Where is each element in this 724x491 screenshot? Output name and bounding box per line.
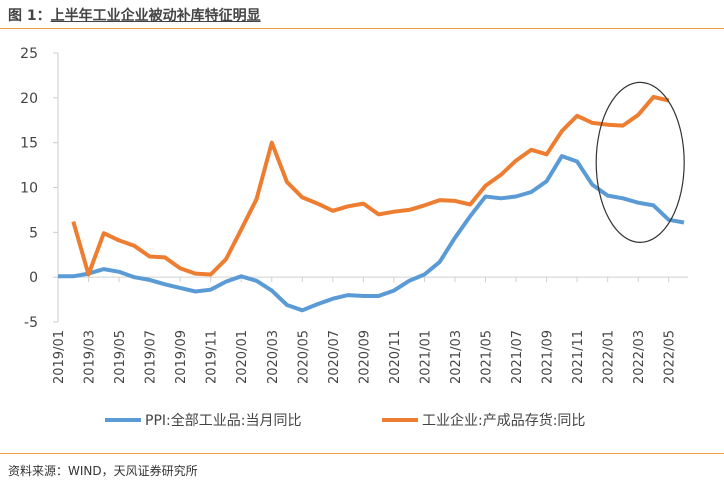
y-tick-label: 15 bbox=[20, 136, 38, 152]
legend-label: PPI:全部工业品:当月同比 bbox=[145, 412, 301, 429]
title-divider bbox=[0, 28, 724, 29]
x-tick-label: 2022/03 bbox=[632, 330, 647, 384]
legend-label: 工业企业:产成品存货:同比 bbox=[422, 412, 585, 429]
x-tick-label: 2019/11 bbox=[205, 330, 220, 384]
x-tick-label: 2021/03 bbox=[449, 330, 464, 384]
y-tick-label: 10 bbox=[20, 181, 38, 197]
x-tick-label: 2022/05 bbox=[663, 330, 678, 384]
x-tick-label: 2019/01 bbox=[52, 330, 67, 384]
x-tick-label: 2022/01 bbox=[602, 330, 617, 384]
series-line-ppi bbox=[58, 154, 685, 313]
x-tick-label: 2019/09 bbox=[174, 330, 189, 384]
source-note: 资料来源：WIND，天风证券研究所 bbox=[8, 464, 198, 478]
y-tick-label: 25 bbox=[20, 46, 38, 62]
figure-number: 图 1： bbox=[8, 8, 51, 24]
figure-title-text: 上半年工业企业被动补库特征明显 bbox=[50, 8, 261, 24]
figure-title: 图 1：上半年工业企业被动补库特征明显 bbox=[8, 5, 261, 25]
y-tick-label: 0 bbox=[29, 270, 38, 286]
series-line-inventory bbox=[71, 94, 670, 277]
y-tick-label: -5 bbox=[24, 315, 38, 331]
x-tick-label: 2019/03 bbox=[83, 330, 98, 384]
highlight-ellipse bbox=[595, 81, 685, 243]
x-tick-label: 2020/09 bbox=[357, 330, 372, 384]
x-tick-label: 2021/07 bbox=[510, 330, 525, 384]
x-tick-label: 2020/07 bbox=[327, 330, 342, 384]
x-tick-label: 2020/01 bbox=[235, 330, 250, 384]
x-tick-label: 2020/03 bbox=[266, 330, 281, 384]
x-tick-label: 2019/07 bbox=[144, 330, 159, 384]
x-tick-label: 2020/05 bbox=[296, 330, 311, 384]
source-divider bbox=[0, 453, 724, 454]
x-tick-label: 2021/01 bbox=[418, 330, 433, 384]
line-chart: -5 0 5 10 15 20 25 2019/01 2019/03 2019/05 2019/07… bbox=[20, 46, 688, 429]
x-tick-label: 2021/09 bbox=[541, 330, 556, 384]
x-tick-label: 2021/05 bbox=[480, 330, 495, 384]
y-tick-label: 5 bbox=[29, 225, 38, 241]
x-tick-label: 2021/11 bbox=[571, 330, 586, 384]
x-tick-label: 2019/05 bbox=[113, 330, 128, 384]
x-tick-label: 2020/11 bbox=[388, 330, 403, 384]
y-tick-label: 20 bbox=[20, 91, 38, 107]
